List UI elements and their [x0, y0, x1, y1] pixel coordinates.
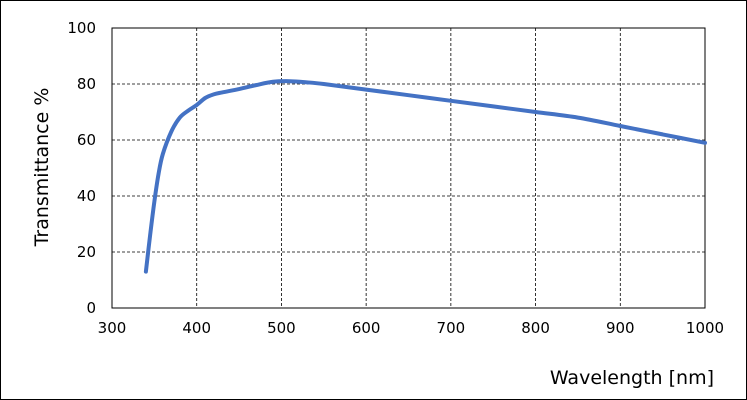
plot-border: [111, 27, 706, 309]
x-tick-labels: 300 400 500 600 700 800 900 1000: [98, 319, 724, 337]
y-tick-labels: 0 20 40 60 80 100: [67, 19, 96, 317]
x-tick-label: 700: [437, 319, 466, 337]
series-layer: [143, 79, 707, 274]
x-tick-label: 400: [182, 319, 211, 337]
x-tick-label: 800: [521, 319, 550, 337]
series-line: [143, 79, 707, 274]
x-tick-label: 1000: [686, 319, 724, 337]
y-tick-label: 80: [77, 75, 96, 93]
y-tick-label: 60: [77, 131, 96, 149]
x-tick-label: 500: [267, 319, 296, 337]
x-axis-title: Wavelength [nm]: [550, 367, 714, 389]
x-tick-label: 300: [98, 319, 127, 337]
plot-area: [111, 27, 706, 309]
grid: [112, 28, 705, 308]
x-tick-label: 900: [606, 319, 635, 337]
y-tick-label: 40: [77, 187, 96, 205]
y-tick-label: 20: [77, 243, 96, 261]
y-tick-label: 0: [86, 299, 96, 317]
x-tick-label: 600: [352, 319, 381, 337]
y-axis-title: Transmittance %: [31, 88, 53, 248]
y-tick-label: 100: [67, 19, 96, 37]
